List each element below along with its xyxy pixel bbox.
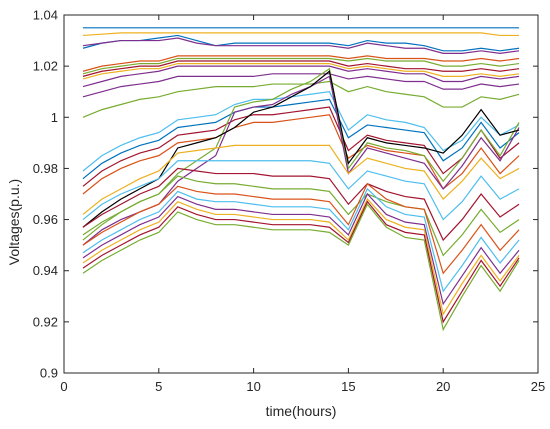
- series-line-19: [82, 144, 520, 215]
- series-line-9: [82, 65, 520, 88]
- series-line-3: [82, 34, 520, 52]
- series-line-10: [82, 73, 520, 98]
- series-line-20: [82, 160, 520, 221]
- series-line-28: [82, 203, 520, 332]
- series-line-24: [82, 187, 520, 293]
- series-line-14: [82, 106, 520, 187]
- x-tick-label: 5: [155, 379, 162, 394]
- x-tick-label: 20: [436, 379, 450, 394]
- series-lines: [82, 27, 520, 332]
- series-line-18: [82, 70, 520, 228]
- series-line-27: [82, 200, 520, 324]
- series-line-25: [82, 192, 520, 306]
- y-tick-label: 0.94: [33, 263, 58, 278]
- series-line-8: [82, 62, 520, 80]
- plot-frame: [63, 14, 539, 374]
- y-tick-label: 0.92: [33, 314, 58, 329]
- series-line-4: [82, 37, 520, 54]
- series-line-26: [82, 198, 520, 316]
- x-tick-label: 25: [531, 379, 545, 394]
- y-tick-label: 1: [51, 110, 58, 125]
- plot-box: [63, 14, 539, 374]
- series-line-12: [82, 91, 520, 172]
- series-line-7: [82, 60, 520, 77]
- y-axis-label: Voltages(p.u.): [6, 179, 22, 265]
- series-line-15: [82, 114, 520, 195]
- series-line-2: [82, 32, 520, 37]
- y-tick-label: 0.98: [33, 161, 58, 176]
- y-tick-label: 0.96: [33, 212, 58, 227]
- series-line-22: [82, 175, 520, 257]
- x-tick-label: 10: [246, 379, 260, 394]
- series-line-13: [82, 98, 520, 180]
- series-line-23: [82, 182, 520, 275]
- y-tick-label: 0.9: [40, 366, 58, 381]
- series-line-11: [82, 80, 520, 118]
- axis-ticks: 0 5 10 15 20 25 0.9 0.92 0.94 0.96 0.98 1 1.02 1.04: [33, 8, 546, 395]
- x-tick-label: 0: [60, 379, 67, 394]
- y-tick-label: 1.04: [33, 8, 58, 23]
- series-line-6: [82, 57, 520, 75]
- series-line-21: [82, 167, 520, 242]
- y-tick-label: 1.02: [33, 59, 58, 74]
- x-axis-label: time(hours): [266, 403, 337, 419]
- x-tick-label: 15: [341, 379, 355, 394]
- series-line-5: [82, 55, 520, 72]
